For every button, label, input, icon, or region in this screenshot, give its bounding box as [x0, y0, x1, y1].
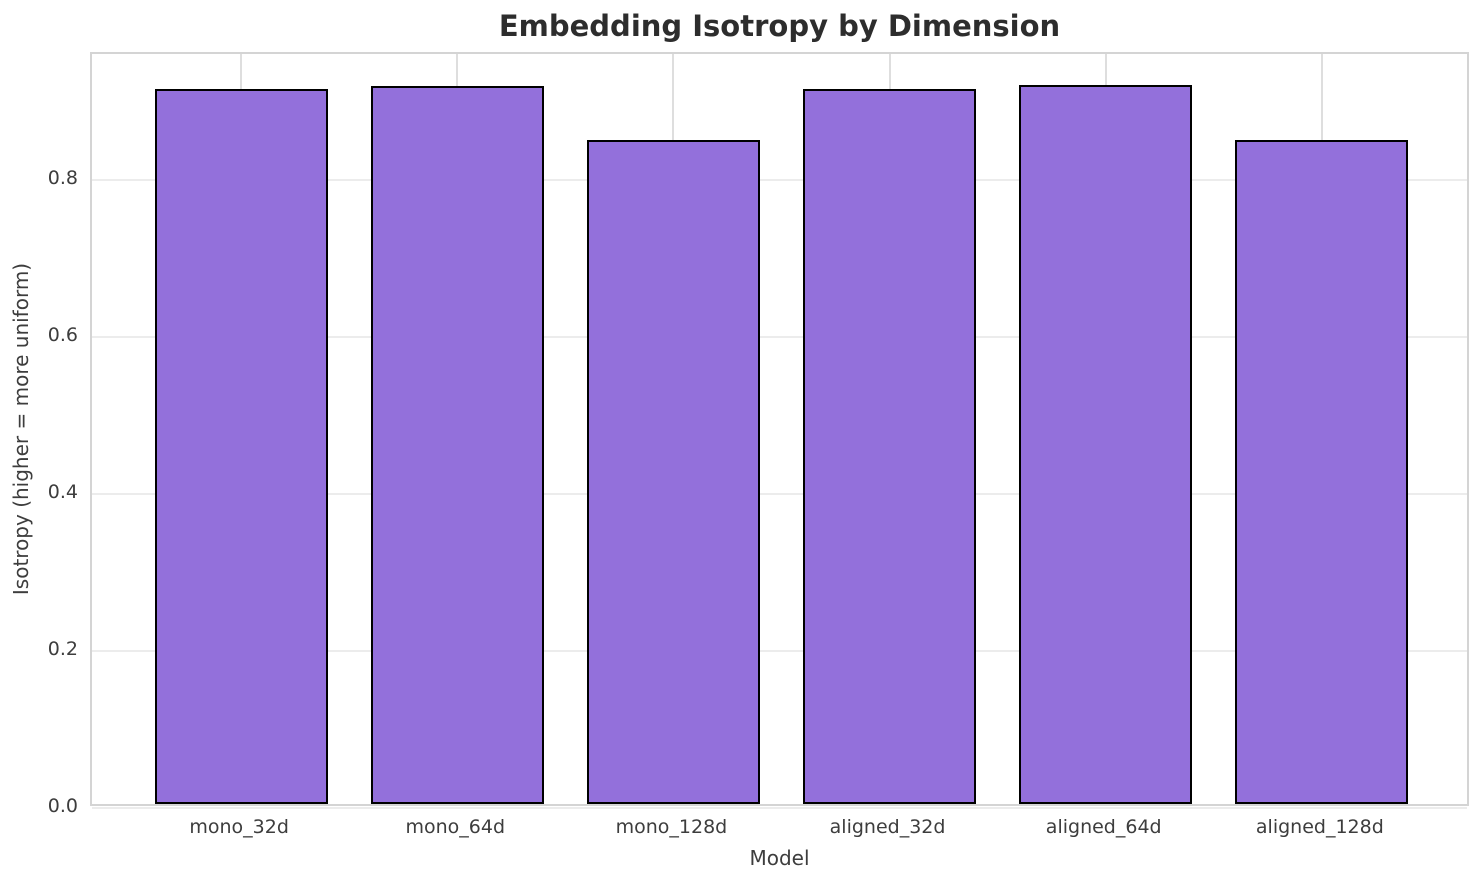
- x-tick-label: mono_32d: [189, 816, 289, 838]
- gridline-horizontal: [92, 178, 1467, 181]
- plot-area: [90, 52, 1469, 809]
- bar-aligned_128d: [1235, 139, 1409, 804]
- y-tick-label: 0.4: [47, 480, 78, 503]
- x-tick-label: mono_128d: [615, 816, 728, 838]
- gridline-horizontal: [92, 335, 1467, 338]
- y-tick-label: 0.2: [47, 637, 78, 660]
- bar-aligned_32d: [803, 88, 977, 804]
- bar-mono_64d: [370, 86, 544, 804]
- gridline-horizontal: [92, 492, 1467, 495]
- x-tick-label: aligned_64d: [1045, 816, 1162, 838]
- bar-aligned_64d: [1019, 85, 1193, 804]
- gridline-horizontal: [92, 807, 1467, 809]
- bar-mono_32d: [154, 88, 328, 804]
- gridline-horizontal: [92, 649, 1467, 652]
- y-tick-label: 0.6: [47, 323, 78, 346]
- x-tick-label: aligned_32d: [829, 816, 946, 838]
- x-axis-label: Model: [749, 846, 810, 870]
- chart-title: Embedding Isotropy by Dimension: [498, 9, 1061, 43]
- y-tick-label: 0.0: [47, 795, 78, 817]
- bar-mono_128d: [586, 139, 760, 804]
- y-tick-label: 0.8: [47, 166, 78, 189]
- x-tick-label: aligned_128d: [1255, 816, 1384, 838]
- y-axis-label: Isotropy (higher = more uniform): [9, 262, 33, 596]
- x-tick-label: mono_64d: [405, 816, 506, 838]
